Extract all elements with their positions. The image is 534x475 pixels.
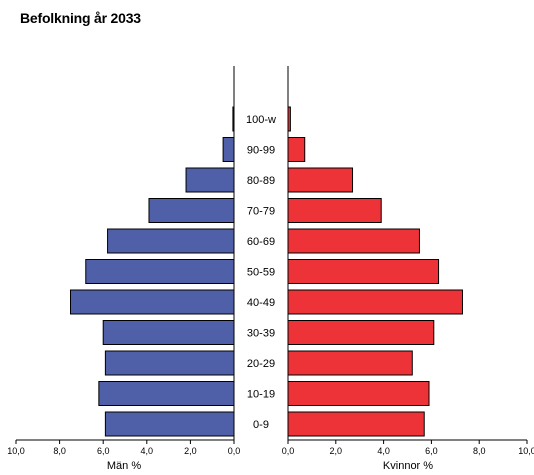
female-bar-80-89 xyxy=(287,167,354,193)
female-bar-50-59 xyxy=(287,259,440,284)
male-bar-30-39 xyxy=(102,320,235,345)
age-group-label: 100-w xyxy=(246,114,276,126)
male-bar-60-69 xyxy=(107,228,235,254)
female-axis-tick-label: 4,0 xyxy=(377,446,390,456)
male-axis-title: Män % xyxy=(107,460,141,472)
male-axis-tick-label: 0,0 xyxy=(228,446,241,456)
female-axis-tick-label: 10,0 xyxy=(518,446,534,456)
female-axis-title: Kvinnor % xyxy=(383,460,433,472)
male-bar-10-19 xyxy=(98,381,235,406)
female-axis-tick-label: 6,0 xyxy=(425,446,438,456)
female-bar-30-39 xyxy=(287,320,435,345)
female-bar-10-19 xyxy=(287,381,430,406)
female-axis-tick-label: 8,0 xyxy=(473,446,486,456)
age-group-label: 20-29 xyxy=(247,358,275,370)
male-bar-80-89 xyxy=(185,167,235,193)
female-bar-90-99 xyxy=(287,137,306,162)
age-group-label: 70-79 xyxy=(247,206,275,218)
female-bar-0-9 xyxy=(287,411,425,437)
age-group-label: 60-69 xyxy=(247,236,275,248)
female-bar-40-49 xyxy=(287,289,463,315)
chart-title: Befolkning år 2033 xyxy=(20,10,141,26)
female-axis-tick-label: 0,0 xyxy=(282,446,295,456)
male-bar-20-29 xyxy=(104,350,235,376)
male-bars xyxy=(70,106,235,437)
male-bar-90-99 xyxy=(222,137,235,162)
female-axis-tick-label: 2,0 xyxy=(330,446,343,456)
male-axis-tick-label: 2,0 xyxy=(184,446,197,456)
age-group-labels: 0-9 10-19 20-29 30-39 40-49 50-59 60-69 70-79 80… xyxy=(246,114,276,431)
female-bars xyxy=(287,106,463,437)
age-group-label: 30-39 xyxy=(247,328,275,340)
male-bar-40-49 xyxy=(70,289,235,315)
axes: 10,0 8,0 6,0 4,0 2,0 0,0 0,0 2,0 4,0 6,0 8,0 10,0 xyxy=(7,66,534,456)
age-group-label: 10-19 xyxy=(247,389,275,401)
male-axis-tick-label: 10,0 xyxy=(7,446,25,456)
male-axis-tick-label: 4,0 xyxy=(141,446,154,456)
age-group-label: 80-89 xyxy=(247,175,275,187)
age-group-label: 90-99 xyxy=(247,145,275,157)
age-group-label: 50-59 xyxy=(247,267,275,279)
female-bar-20-29 xyxy=(287,350,413,376)
age-group-label: 40-49 xyxy=(247,297,275,309)
male-bar-70-79 xyxy=(148,198,235,223)
male-axis-tick-label: 8,0 xyxy=(53,446,66,456)
female-bar-60-69 xyxy=(287,228,420,254)
male-axis-tick-label: 6,0 xyxy=(97,446,110,456)
age-group-label: 0-9 xyxy=(253,419,269,431)
male-bar-50-59 xyxy=(85,259,235,284)
male-bar-0-9 xyxy=(104,411,235,437)
female-bar-70-79 xyxy=(287,198,382,223)
